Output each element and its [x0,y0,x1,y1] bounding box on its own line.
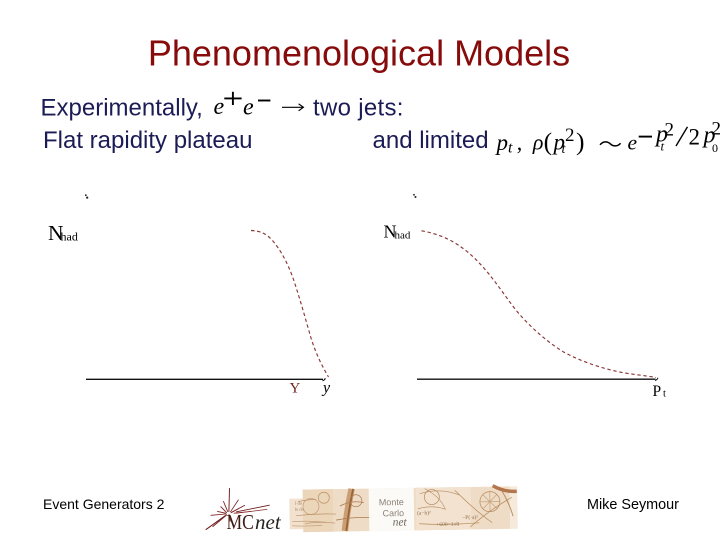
svg-text:p: p [702,123,716,149]
svg-text:and limited: and limited [373,127,489,154]
svg-text:N: N [48,221,64,245]
svg-text:Carlo: Carlo [382,508,404,518]
svg-text:Monte: Monte [379,497,404,507]
svg-text:MC: MC [227,512,254,535]
svg-text:): ) [576,127,585,156]
svg-text:t: t [562,142,567,157]
svg-text:le do: le do [295,507,305,512]
svg-text:−P(·a)²: −P(·a)² [462,514,478,521]
svg-text:ρ: ρ [532,129,544,154]
svg-text:2: 2 [689,124,701,149]
svg-text:y: y [321,380,331,397]
svg-text:0: 0 [712,141,718,155]
svg-text:Mike Seymour: Mike Seymour [587,497,679,513]
svg-text:net: net [255,510,282,534]
svg-text:e: e [214,94,225,120]
svg-text:t: t [663,389,666,400]
svg-text:Phenomenological Models: Phenomenological Models [148,33,570,74]
svg-text:two jets:: two jets: [313,95,404,122]
svg-text:+600−1√0: +600−1√0 [436,521,459,528]
svg-text:N: N [384,221,397,241]
svg-text:had: had [395,230,411,242]
svg-text:e: e [243,94,254,120]
svg-text:t: t [508,140,513,157]
svg-text:p: p [654,121,668,147]
svg-text:2: 2 [565,125,575,146]
svg-text:Experimentally,: Experimentally, [41,95,203,122]
svg-text:l·do: l·do [295,501,303,506]
svg-text:p: p [552,129,566,154]
svg-text:(a−b)²: (a−b)² [417,510,431,517]
svg-text:2: 2 [712,118,720,139]
svg-text:P: P [653,383,662,400]
svg-text:,: , [517,130,523,155]
svg-text:Y: Y [290,381,301,397]
svg-text:p: p [495,130,509,155]
svg-text:t: t [661,139,665,154]
svg-text:Flat rapidity plateau: Flat rapidity plateau [43,127,252,154]
svg-text:had: had [61,230,78,244]
svg-text:(: ( [544,127,553,156]
svg-text:2: 2 [665,120,675,141]
svg-text:e: e [628,131,638,155]
svg-text:Event Generators 2: Event Generators 2 [43,496,165,512]
svg-text:net: net [393,516,408,528]
